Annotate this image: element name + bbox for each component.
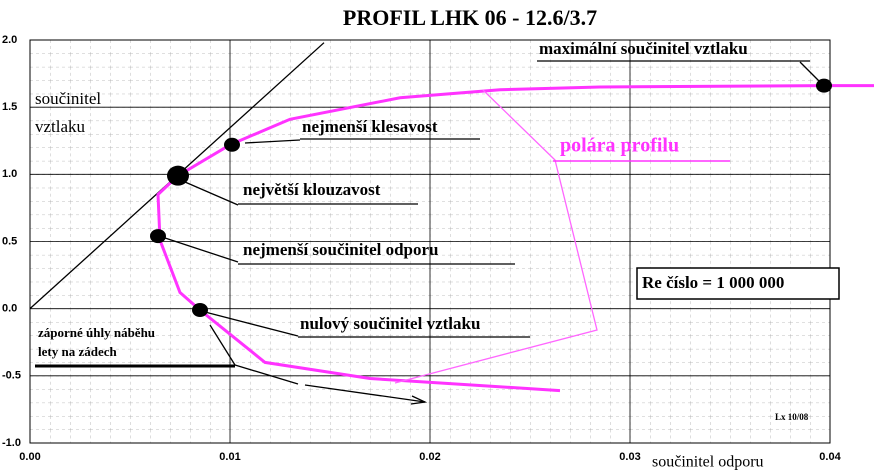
- x-tick-label: 0.03: [619, 451, 640, 463]
- marked-point: [167, 165, 189, 186]
- annotation: nejmenší klesavost: [302, 117, 438, 136]
- annotation: lety na zádech: [38, 344, 117, 359]
- legend-entry: polára profilu: [560, 135, 679, 157]
- y-tick-label: 1.5: [2, 101, 17, 113]
- annotation: záporné úhly náběhu: [38, 325, 155, 340]
- marked-point: [224, 137, 240, 152]
- y-tick-label: 1.0: [2, 168, 17, 180]
- y-tick-label: 2.0: [2, 34, 17, 46]
- x-tick-label: 0.00: [19, 451, 40, 463]
- y-tick-label: 0.0: [2, 303, 17, 315]
- x-tick-label: 0.02: [419, 451, 440, 463]
- chart-title: PROFIL LHK 06 - 12.6/3.7: [343, 5, 597, 30]
- polar-line: [156, 84, 874, 393]
- re-box: [636, 267, 840, 300]
- y-tick-label: -1.0: [2, 437, 21, 449]
- annotation: největší klouzavost: [243, 180, 381, 199]
- signature: Lx 10/08: [775, 412, 809, 422]
- x-tick-label: 0.01: [219, 451, 240, 463]
- y-axis-label: vztlaku: [35, 117, 86, 136]
- plot-frame: [29, 39, 831, 444]
- y-tick-label: -0.5: [2, 370, 21, 382]
- marked-point: [192, 303, 208, 318]
- y-tick-label: 0.5: [2, 235, 17, 247]
- re-note: Re číslo = 1 000 000: [642, 273, 784, 292]
- y-axis-label: součinitel: [35, 89, 101, 108]
- x-axis-label: součinitel odporu: [652, 454, 764, 471]
- leaders: [35, 60, 821, 405]
- legend-leader: [394, 89, 598, 384]
- x-tick-label: 0.04: [819, 451, 841, 463]
- annotation: nejmenší součinitel odporu: [243, 240, 439, 259]
- annotation: maximální součinitel vztlaku: [539, 39, 748, 58]
- annotation: nulový součinitel vztlaku: [300, 314, 480, 333]
- marked-point: [150, 229, 166, 244]
- marked-point: [816, 78, 832, 93]
